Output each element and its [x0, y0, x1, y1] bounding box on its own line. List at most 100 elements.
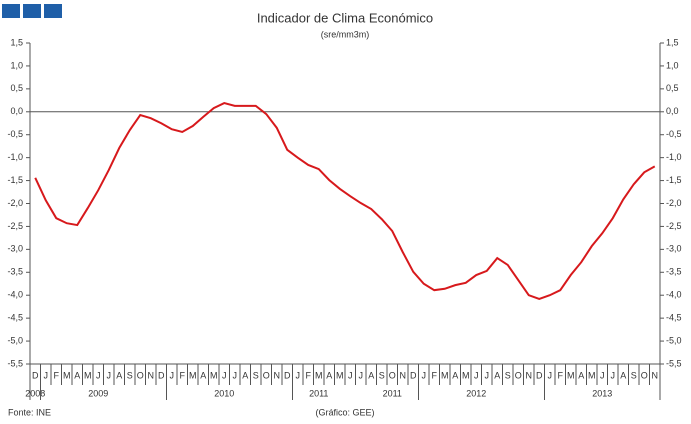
x-tick-label: D [410, 370, 417, 380]
x-tick-label: S [631, 370, 637, 380]
x-tick-label: A [116, 370, 122, 380]
chart-title: Indicador de Clima Económico [257, 10, 433, 25]
x-tick-label: M [336, 370, 344, 380]
y-tick-label: 1,0 [666, 60, 679, 70]
x-tick-label: J [359, 370, 364, 380]
y-tick-label: 0,5 [666, 83, 679, 93]
x-tick-label: J [474, 370, 479, 380]
x-tick-label: F [432, 370, 438, 380]
x-tick-label: A [200, 370, 206, 380]
x-tick-label: M [588, 370, 596, 380]
x-tick-label: A [452, 370, 458, 380]
x-tick-label: M [189, 370, 197, 380]
x-tick-label: J [485, 370, 490, 380]
y-tick-label: -3,0 [7, 244, 23, 254]
y-tick-label: -5,0 [7, 335, 23, 345]
year-label: 2013 [592, 388, 612, 398]
y-tick-label: -4,5 [666, 313, 682, 323]
x-tick-label: N [652, 370, 659, 380]
y-tick-label: -1,0 [666, 152, 682, 162]
year-label: 2010 [214, 388, 234, 398]
x-tick-label: J [107, 370, 112, 380]
x-tick-label: O [137, 370, 144, 380]
x-tick-label: O [389, 370, 396, 380]
x-tick-label: J [600, 370, 605, 380]
y-tick-label: -4,5 [7, 313, 23, 323]
x-tick-label: O [263, 370, 270, 380]
x-tick-label: A [242, 370, 248, 380]
x-tick-label: M [462, 370, 470, 380]
logo-block [44, 4, 62, 18]
year-label: 2009 [88, 388, 108, 398]
y-tick-label: -1,0 [7, 152, 23, 162]
x-tick-label: O [641, 370, 648, 380]
x-tick-label: M [567, 370, 575, 380]
x-tick-label: O [515, 370, 522, 380]
y-tick-label: -4,0 [666, 290, 682, 300]
x-tick-label: M [84, 370, 92, 380]
y-tick-label: -2,0 [666, 198, 682, 208]
x-tick-label: A [578, 370, 584, 380]
x-tick-label: F [306, 370, 312, 380]
logo-block [2, 4, 20, 18]
y-tick-label: -3,5 [7, 267, 23, 277]
year-label: 2011 [383, 388, 402, 398]
y-tick-label: -5,5 [7, 358, 23, 368]
y-tick-label: -2,0 [7, 198, 23, 208]
x-tick-label: A [74, 370, 80, 380]
x-tick-label: D [158, 370, 165, 380]
x-tick-label: M [63, 370, 71, 380]
x-tick-label: A [326, 370, 332, 380]
x-tick-label: J [348, 370, 353, 380]
y-tick-label: 0,5 [10, 83, 23, 93]
y-tick-label: 0,0 [666, 106, 679, 116]
y-tick-label: -5,0 [666, 335, 682, 345]
x-tick-label: J [222, 370, 227, 380]
x-tick-label: S [505, 370, 511, 380]
x-tick-label: S [127, 370, 133, 380]
y-tick-label: -3,0 [666, 244, 682, 254]
data-line [34, 102, 656, 300]
y-tick-label: 1,5 [666, 37, 679, 47]
x-tick-label: J [422, 370, 427, 380]
x-tick-label: N [400, 370, 407, 380]
chart-subtitle: (sre/mm3m) [321, 29, 370, 39]
credit: (Gráfico: GEE) [315, 407, 374, 417]
x-tick-label: A [494, 370, 500, 380]
logo-block [23, 4, 41, 18]
x-tick-label: F [558, 370, 564, 380]
x-tick-label: D [32, 370, 39, 380]
y-tick-label: -1,5 [7, 175, 23, 185]
y-tick-label: -1,5 [666, 175, 682, 185]
x-tick-label: M [315, 370, 323, 380]
y-tick-label: -2,5 [666, 221, 682, 231]
x-tick-label: D [284, 370, 291, 380]
x-tick-label: S [253, 370, 259, 380]
year-label: 2008 [25, 388, 45, 398]
x-tick-label: D [536, 370, 543, 380]
y-tick-label: 1,5 [10, 37, 23, 47]
x-tick-label: N [526, 370, 533, 380]
x-tick-label: N [274, 370, 281, 380]
y-tick-label: -4,0 [7, 290, 23, 300]
x-tick-label: F [180, 370, 186, 380]
x-tick-label: J [611, 370, 616, 380]
x-tick-label: J [296, 370, 301, 380]
y-tick-label: 1,0 [10, 60, 23, 70]
y-tick-label: -0,5 [7, 129, 23, 139]
x-tick-label: A [368, 370, 374, 380]
x-tick-label: M [441, 370, 449, 380]
x-tick-label: J [170, 370, 175, 380]
year-label: 2012 [466, 388, 486, 398]
x-tick-label: A [620, 370, 626, 380]
x-tick-label: F [54, 370, 60, 380]
x-tick-label: N [148, 370, 155, 380]
year-label: 2011 [309, 388, 328, 398]
y-tick-label: 0,0 [10, 106, 23, 116]
y-tick-label: -0,5 [666, 129, 682, 139]
source: Fonte: INE [8, 407, 51, 417]
x-tick-label: J [548, 370, 553, 380]
y-tick-label: -3,5 [666, 267, 682, 277]
x-tick-label: J [96, 370, 101, 380]
